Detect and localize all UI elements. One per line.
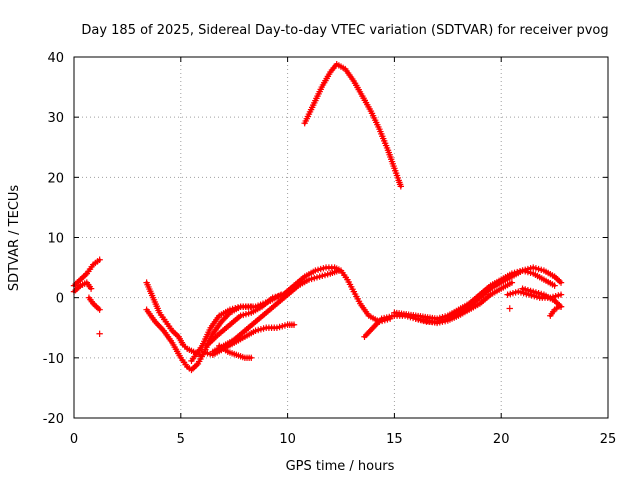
- series-line: [303, 62, 403, 188]
- y-tick-label: 0: [56, 292, 64, 307]
- data-point-marker: [557, 279, 565, 286]
- data-point-marker: [248, 354, 255, 362]
- data-point-marker: [248, 303, 255, 310]
- series-arc-11: [301, 61, 405, 190]
- x-tick-label: 10: [279, 432, 296, 447]
- data-point-marker: [335, 267, 343, 274]
- series-isolated: [96, 305, 513, 337]
- y-tick-label: 10: [47, 232, 64, 247]
- series-arc-6: [188, 303, 255, 365]
- x-tick-label: 0: [70, 432, 78, 447]
- x-axis-label: GPS time / hours: [286, 459, 395, 474]
- grid-layer: [74, 57, 608, 418]
- data-point-marker: [551, 282, 558, 289]
- y-tick-label: 20: [47, 171, 64, 186]
- data-point-marker: [397, 183, 405, 190]
- series-arc-7: [203, 264, 394, 349]
- y-tick-label: 40: [47, 51, 64, 66]
- data-point-marker: [506, 305, 513, 312]
- data-point-marker: [290, 321, 298, 328]
- x-tick-label: 15: [386, 432, 403, 447]
- series-arc-17: [547, 303, 565, 319]
- series-arc-1: [70, 256, 103, 289]
- data-point-marker: [508, 279, 516, 286]
- series-arc-4: [143, 279, 204, 359]
- y-tick-label: 30: [47, 111, 64, 126]
- series-arc-10: [216, 342, 255, 362]
- series-layer: [70, 61, 565, 374]
- series-arc-9: [209, 267, 343, 356]
- series-arc-14: [412, 279, 516, 327]
- data-point-marker: [557, 303, 565, 310]
- series-arc-13: [391, 267, 558, 322]
- data-point-marker: [557, 291, 565, 298]
- y-tick-label: -20: [43, 412, 64, 427]
- y-axis-label: SDTVAR / TECUs: [7, 185, 22, 292]
- y-tick-label: -10: [43, 352, 64, 367]
- chart-title: Day 185 of 2025, Sidereal Day-to-day VTE…: [81, 23, 608, 38]
- series-arc-2: [70, 279, 95, 295]
- data-point-marker: [96, 306, 103, 313]
- data-point-marker: [87, 285, 95, 292]
- data-point-marker: [96, 256, 103, 263]
- x-tick-label: 20: [493, 432, 510, 447]
- data-point-marker: [96, 330, 103, 337]
- series-arc-3: [85, 294, 103, 313]
- x-tick-label: 25: [600, 432, 617, 447]
- x-tick-label: 5: [177, 432, 185, 447]
- axis-layer: 0 5 10 15 20 25 -20 -10 0 10 20 30 40: [43, 51, 617, 447]
